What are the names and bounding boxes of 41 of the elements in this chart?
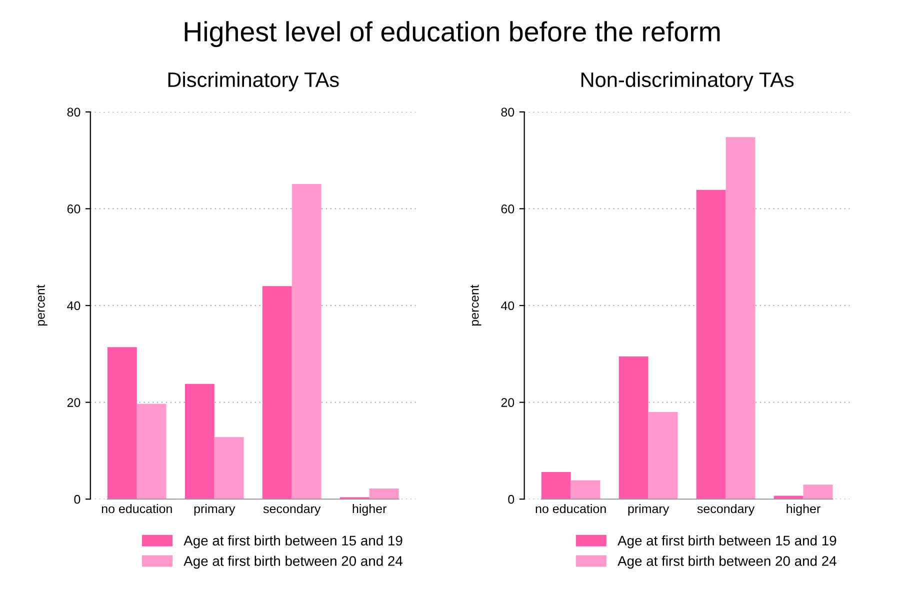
y-axis-title: percent bbox=[470, 284, 482, 326]
y-tick-label: 40 bbox=[500, 301, 514, 310]
bar bbox=[726, 137, 756, 500]
y-axis-title: percent bbox=[36, 284, 48, 326]
bar bbox=[107, 347, 137, 500]
bar bbox=[136, 404, 166, 500]
bar bbox=[369, 488, 399, 500]
y-tick-label: 20 bbox=[67, 398, 80, 407]
bar bbox=[292, 184, 322, 500]
legend-label: Age at first birth between 20 and 24 bbox=[618, 556, 836, 569]
y-tick-label: 0 bbox=[74, 494, 80, 504]
bar bbox=[214, 437, 244, 500]
x-tick-label: higher bbox=[352, 504, 387, 516]
chart-subtitle: Discriminatory TAs bbox=[168, 72, 339, 92]
legend-label: Age at first birth between 15 and 19 bbox=[618, 535, 836, 548]
chart-subtitle: Non-discriminatory TAs bbox=[581, 72, 794, 92]
legend-label: Age at first birth between 20 and 24 bbox=[184, 556, 402, 569]
bar bbox=[262, 286, 292, 500]
legend-label: Age at first birth between 15 and 19 bbox=[184, 535, 402, 548]
y-tick-label: 60 bbox=[67, 204, 80, 214]
bar bbox=[184, 384, 214, 500]
y-tick-label: 0 bbox=[508, 494, 514, 504]
x-tick-label: higher bbox=[786, 504, 820, 516]
x-tick-label: no education bbox=[536, 504, 606, 514]
bar bbox=[618, 356, 648, 500]
y-tick-label: 80 bbox=[67, 108, 80, 117]
bar bbox=[541, 472, 571, 500]
x-tick-label: secondary bbox=[263, 504, 321, 516]
x-tick-label: primary bbox=[628, 504, 670, 516]
x-tick-label: primary bbox=[194, 504, 236, 516]
x-tick-label: no education bbox=[102, 504, 172, 514]
bar bbox=[696, 190, 726, 500]
y-tick-label: 20 bbox=[501, 398, 514, 407]
chart-title: Highest level of education before the reform bbox=[184, 21, 720, 48]
y-tick-label: 60 bbox=[501, 204, 514, 214]
bar bbox=[570, 480, 600, 500]
y-tick-label: 40 bbox=[67, 301, 80, 310]
y-tick-label: 80 bbox=[501, 108, 514, 117]
bar bbox=[648, 412, 678, 500]
bar bbox=[803, 484, 833, 500]
x-tick-label: secondary bbox=[697, 504, 755, 516]
